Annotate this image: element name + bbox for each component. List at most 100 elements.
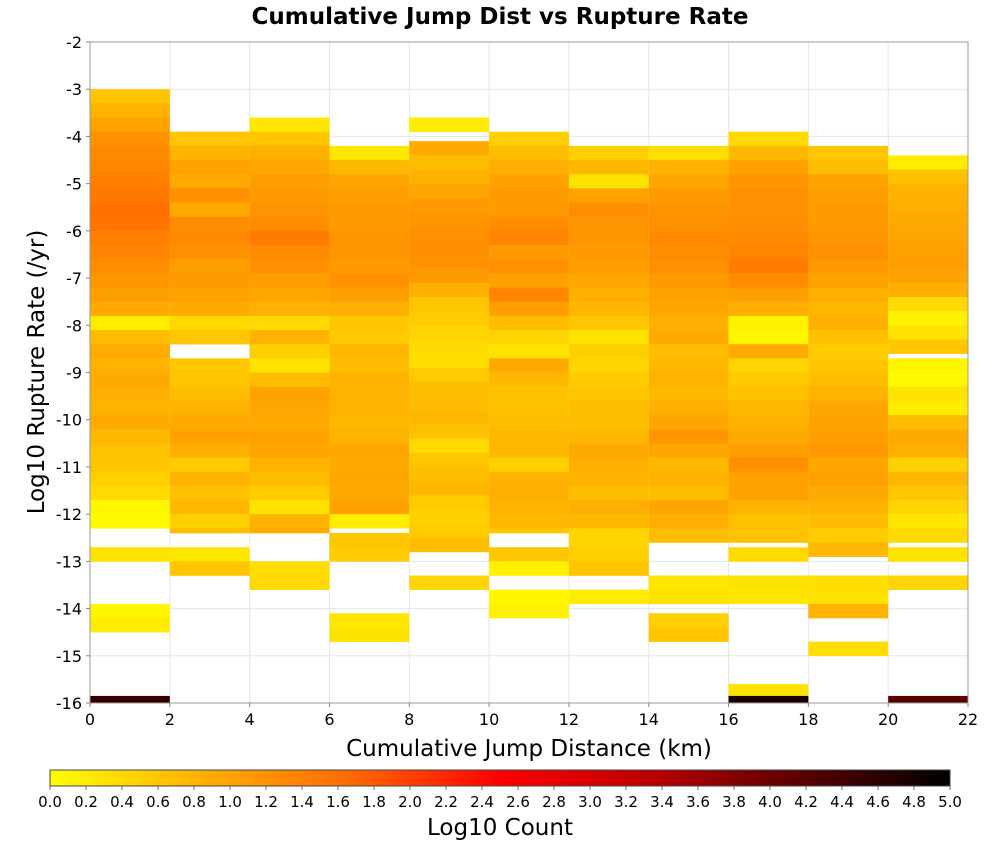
heatmap-cell (808, 589, 889, 605)
heatmap-cell (169, 259, 250, 274)
heatmap-cell (489, 499, 569, 515)
colorbar-tick-label: 3.6 (686, 793, 710, 811)
heatmap-cell (249, 160, 330, 175)
heatmap-cell (90, 117, 170, 133)
heatmap-cell (648, 514, 729, 529)
heatmap-cell (90, 174, 170, 189)
heatmap-cell (489, 202, 569, 217)
heatmap-cell (888, 358, 968, 373)
heatmap-cell (169, 386, 250, 402)
heatmap-cell (648, 287, 729, 302)
heatmap-cell (169, 330, 250, 345)
heatmap-cell (728, 400, 809, 416)
heatmap-cell (169, 372, 250, 387)
heatmap-cell (329, 287, 410, 302)
heatmap-cell (489, 160, 569, 175)
heatmap-cell (409, 452, 490, 468)
heatmap-cell (409, 509, 490, 524)
heatmap-cell (728, 230, 809, 246)
y-tick-label: -6 (66, 222, 82, 241)
heatmap-cell (249, 145, 330, 161)
heatmap-cell (329, 485, 410, 501)
heatmap-cell (568, 400, 649, 416)
y-tick-label: -15 (56, 647, 82, 666)
heatmap-cell (169, 429, 250, 444)
x-tick-label: 2 (165, 710, 175, 729)
heatmap-cell (728, 514, 809, 529)
heatmap-cell (888, 240, 968, 255)
heatmap-cell (249, 575, 330, 590)
heatmap-cell (648, 174, 729, 189)
heatmap-cell (489, 485, 569, 501)
heatmap-cell (568, 301, 649, 317)
heatmap-cell (90, 386, 170, 402)
y-tick-label: -9 (66, 364, 82, 383)
heatmap-cell (169, 230, 250, 246)
heatmap-cell (568, 372, 649, 387)
heatmap-cell (329, 160, 410, 175)
heatmap-cell (808, 575, 889, 590)
heatmap-cell (568, 471, 649, 487)
heatmap-cell (90, 414, 170, 430)
colorbar (49, 769, 951, 787)
y-tick-label: -16 (56, 694, 82, 713)
heatmap-cell (728, 429, 809, 444)
colorbar-tick-label: 1.4 (290, 793, 314, 811)
heatmap-cell (90, 457, 170, 472)
colorbar-tick-label: 1.2 (254, 793, 278, 811)
heatmap-cell (409, 211, 490, 227)
heatmap-cell (169, 145, 250, 161)
heatmap-cell (728, 386, 809, 402)
heatmap-cell (90, 358, 170, 373)
heatmap-cell (329, 188, 410, 203)
heatmap-cell (409, 141, 490, 156)
heatmap-cell (329, 216, 410, 232)
heatmap-cell (568, 287, 649, 302)
heatmap-cell (808, 429, 889, 444)
heatmap-cell (808, 358, 889, 373)
heatmap-cell (728, 528, 809, 543)
heatmap-cell (888, 226, 968, 241)
heatmap-cell (888, 443, 968, 458)
heatmap-cell (90, 471, 170, 487)
heatmap-cell (489, 358, 569, 373)
heatmap-cell (648, 429, 729, 444)
heatmap-cell (888, 197, 968, 213)
colorbar-tick-label: 2.8 (542, 793, 566, 811)
colorbar-ticks: 0.0 0.2 0.4 0.6 0.8 1.0 1.2 1.4 1.6 1.8 2.0 2.2 2.4 2… (38, 786, 962, 811)
chart-title: Cumulative Jump Dist vs Rupture Rate (252, 4, 749, 30)
heatmap-cell (409, 523, 490, 539)
heatmap-cell (568, 485, 649, 501)
colorbar-tick-label: 1.6 (326, 793, 350, 811)
y-tick-label: -5 (66, 175, 82, 194)
heatmap-cell (728, 202, 809, 217)
heatmap-cell (728, 414, 809, 430)
heatmap-cell (568, 174, 649, 189)
heatmap-cell (169, 273, 250, 288)
heatmap-cell (808, 514, 889, 529)
heatmap-cell (648, 400, 729, 416)
heatmap-cell (489, 131, 569, 147)
heatmap-cell (329, 230, 410, 246)
heatmap-cell (249, 202, 330, 217)
y-tick-label: -7 (66, 269, 82, 288)
heatmap-cell (169, 499, 250, 515)
heatmap-cell (568, 457, 649, 472)
heatmap-cell (409, 296, 490, 312)
heatmap-cell (489, 344, 569, 359)
x-tick-label: 12 (559, 710, 579, 729)
y-tick-label: -14 (56, 600, 82, 619)
heatmap-cell (888, 528, 968, 543)
heatmap-cell (90, 485, 170, 501)
heatmap-cell (808, 485, 889, 501)
heatmap-cell (648, 301, 729, 317)
heatmap-cell (489, 547, 569, 562)
heatmap-cell (249, 174, 330, 189)
heatmap-cell (169, 547, 250, 562)
heatmap-cell (489, 230, 569, 246)
heatmap-cell (249, 443, 330, 458)
heatmap-cell (489, 245, 569, 260)
heatmap-cell (808, 641, 889, 657)
heatmap-cell (888, 386, 968, 402)
heatmap-cell (249, 485, 330, 501)
